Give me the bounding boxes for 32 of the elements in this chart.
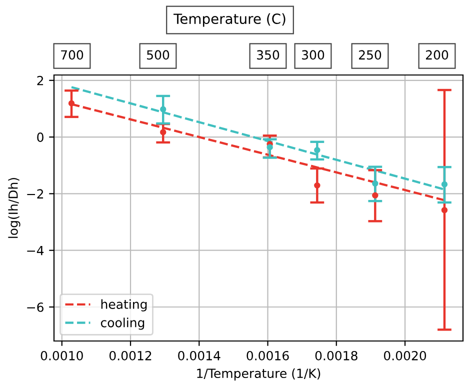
point xyxy=(314,182,320,189)
point xyxy=(160,129,166,136)
x-tick-label: 0.0012 xyxy=(109,350,152,360)
point xyxy=(441,207,448,214)
y-tick-label: −6 xyxy=(27,302,44,312)
point xyxy=(68,100,75,106)
text: 300 xyxy=(302,50,324,60)
point xyxy=(266,144,273,150)
y-tick-label: −2 xyxy=(27,189,44,198)
x-axis-title: 1/Temperature (1/K) xyxy=(197,368,320,380)
point xyxy=(372,180,378,187)
y-tick-label: 0 xyxy=(37,132,44,142)
point xyxy=(314,146,320,154)
x-tick-label: 0.0016 xyxy=(246,350,289,360)
legend-label: heating xyxy=(101,299,147,312)
y-axis-title: log(Ih/Dh) xyxy=(8,178,20,238)
text: 200 xyxy=(426,50,448,60)
text: 700 xyxy=(61,50,84,60)
x-tick-label: 0.0018 xyxy=(315,350,358,360)
legend-label: cooling xyxy=(100,318,144,330)
text: 350 xyxy=(257,50,280,60)
y-tick-label: 2 xyxy=(37,76,44,86)
point xyxy=(160,106,166,112)
x-tick-label: 0.0010 xyxy=(40,350,83,360)
text: 250 xyxy=(358,50,382,60)
point xyxy=(441,181,448,188)
x-tick-label: 0.0020 xyxy=(384,350,426,360)
text: Temperature (C) xyxy=(174,13,286,27)
point xyxy=(372,192,378,198)
x-tick-label: 0.0014 xyxy=(178,350,220,360)
text: 500 xyxy=(147,50,170,60)
y-tick-label: −4 xyxy=(27,246,44,256)
